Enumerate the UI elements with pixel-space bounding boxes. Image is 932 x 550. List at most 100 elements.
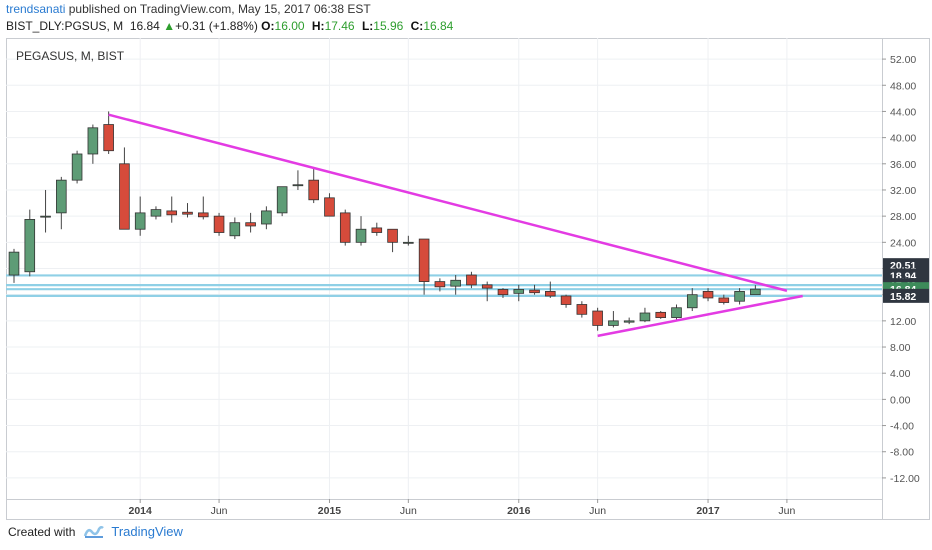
candle-body bbox=[529, 289, 540, 294]
candle bbox=[686, 288, 698, 312]
candle bbox=[324, 193, 335, 217]
candle-body bbox=[623, 320, 635, 323]
y-tick-label: 8.00 bbox=[890, 342, 911, 354]
candle-body bbox=[134, 212, 146, 230]
candle-body bbox=[576, 304, 588, 315]
candle-body bbox=[639, 312, 651, 322]
open-value: 16.00 bbox=[274, 19, 305, 33]
last-price: 16.84 bbox=[129, 19, 160, 33]
candle-body bbox=[466, 274, 477, 286]
candle bbox=[718, 294, 730, 305]
trendline-resistance[interactable] bbox=[108, 113, 788, 292]
candle-body bbox=[339, 212, 351, 243]
candle-body bbox=[87, 127, 99, 155]
candle-body bbox=[750, 288, 761, 296]
y-tick-label: 52.00 bbox=[890, 54, 916, 66]
close-label: C: bbox=[410, 19, 424, 33]
candle bbox=[623, 317, 635, 325]
candle bbox=[608, 311, 619, 328]
candle-body bbox=[119, 163, 130, 230]
candle bbox=[671, 304, 682, 321]
candle bbox=[213, 212, 225, 236]
tradingview-logo-icon bbox=[84, 525, 105, 538]
candle-body bbox=[481, 284, 493, 289]
y-tick-label: 0.00 bbox=[890, 394, 911, 406]
candle-body bbox=[8, 251, 20, 276]
candle bbox=[276, 186, 288, 217]
candle-body bbox=[560, 295, 572, 305]
candle-body bbox=[403, 241, 414, 244]
candle-body bbox=[71, 153, 83, 181]
candle bbox=[371, 222, 383, 236]
x-tick-label: 2016 bbox=[507, 505, 531, 517]
y-tick-label: -12.00 bbox=[890, 473, 920, 485]
candle bbox=[245, 212, 256, 233]
price-change: +0.31 (+1.88%) bbox=[175, 19, 258, 33]
author-link[interactable]: trendsanati bbox=[6, 2, 66, 16]
candle-body bbox=[324, 197, 335, 217]
low-value: 15.96 bbox=[373, 19, 404, 33]
candle bbox=[119, 147, 130, 230]
candle-body bbox=[592, 310, 603, 326]
candle bbox=[387, 228, 398, 253]
candle-body bbox=[387, 228, 398, 243]
candle bbox=[592, 307, 603, 331]
candle bbox=[229, 217, 241, 240]
candle bbox=[434, 278, 446, 292]
created-with-text: Created with bbox=[8, 524, 76, 539]
candle bbox=[8, 248, 20, 283]
candle bbox=[497, 288, 509, 298]
candle bbox=[197, 196, 209, 220]
y-tick-label: 24.00 bbox=[890, 237, 916, 249]
chart-container[interactable]: 52.00 48.00 44.00 40.00 36.00 32.00 28.00 24.00… bbox=[6, 38, 930, 520]
candle-body bbox=[56, 179, 67, 214]
x-tick-label: Jun bbox=[211, 505, 228, 517]
price-label-text: 15.82 bbox=[890, 291, 916, 303]
candle-body bbox=[608, 320, 619, 326]
candle bbox=[466, 271, 477, 289]
x-tick-label: Jun bbox=[589, 505, 606, 517]
candle-body bbox=[513, 289, 525, 294]
y-tick-label: 44.00 bbox=[890, 106, 916, 118]
candle bbox=[308, 169, 319, 204]
low-label: L: bbox=[361, 19, 374, 33]
candle-body bbox=[355, 228, 367, 243]
close-value: 16.84 bbox=[423, 19, 454, 33]
published-text: published on TradingView.com, May 15, 20… bbox=[68, 2, 371, 16]
y-tick-label: 48.00 bbox=[890, 80, 916, 92]
price-axis: 52.00 48.00 44.00 40.00 36.00 32.00 28.00 24.00… bbox=[882, 54, 920, 485]
candle bbox=[655, 311, 667, 319]
candle-body bbox=[150, 209, 162, 217]
symbol: BIST_DLY:PGSUS, M bbox=[6, 19, 124, 33]
high-label: H: bbox=[311, 19, 325, 33]
candle-body bbox=[24, 219, 36, 273]
candle bbox=[560, 294, 572, 308]
candle bbox=[182, 203, 193, 218]
candle bbox=[576, 301, 588, 318]
high-value: 17.46 bbox=[324, 19, 355, 33]
candle bbox=[702, 288, 714, 302]
y-tick-label: 32.00 bbox=[890, 185, 916, 197]
candle bbox=[481, 281, 493, 302]
candle-body bbox=[734, 291, 745, 302]
tradingview-brand[interactable]: TradingView bbox=[111, 524, 183, 539]
candle-body bbox=[418, 238, 430, 282]
candle bbox=[639, 307, 651, 323]
y-tick-label: 40.00 bbox=[890, 133, 916, 145]
trendline-support[interactable] bbox=[597, 294, 803, 338]
candle bbox=[355, 216, 367, 246]
x-tick-label: Jun bbox=[778, 505, 795, 517]
candle-body bbox=[434, 281, 446, 288]
x-tick-label: Jun bbox=[400, 505, 417, 517]
candle-body bbox=[213, 215, 225, 233]
candle bbox=[734, 288, 745, 305]
y-tick-label: 36.00 bbox=[890, 159, 916, 171]
y-tick-label: -8.00 bbox=[890, 447, 914, 459]
publish-line: trendsanati published on TradingView.com… bbox=[6, 2, 371, 16]
candle bbox=[750, 285, 761, 296]
candle bbox=[103, 111, 114, 154]
candle bbox=[545, 281, 556, 298]
y-tick-label: -4.00 bbox=[890, 421, 914, 433]
candlestick-chart[interactable]: 52.00 48.00 44.00 40.00 36.00 32.00 28.00 24.00… bbox=[6, 38, 930, 520]
